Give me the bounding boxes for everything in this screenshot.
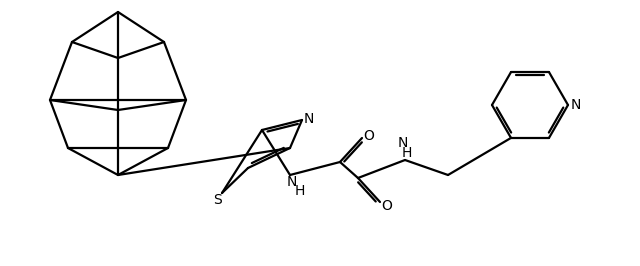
Text: N: N [304,112,314,126]
Text: N: N [398,136,408,150]
Text: N: N [571,98,581,112]
Text: O: O [381,199,392,213]
Text: H: H [402,146,412,160]
Text: O: O [364,129,374,143]
Text: S: S [214,193,222,207]
Text: N: N [287,175,297,189]
Text: H: H [295,184,305,198]
